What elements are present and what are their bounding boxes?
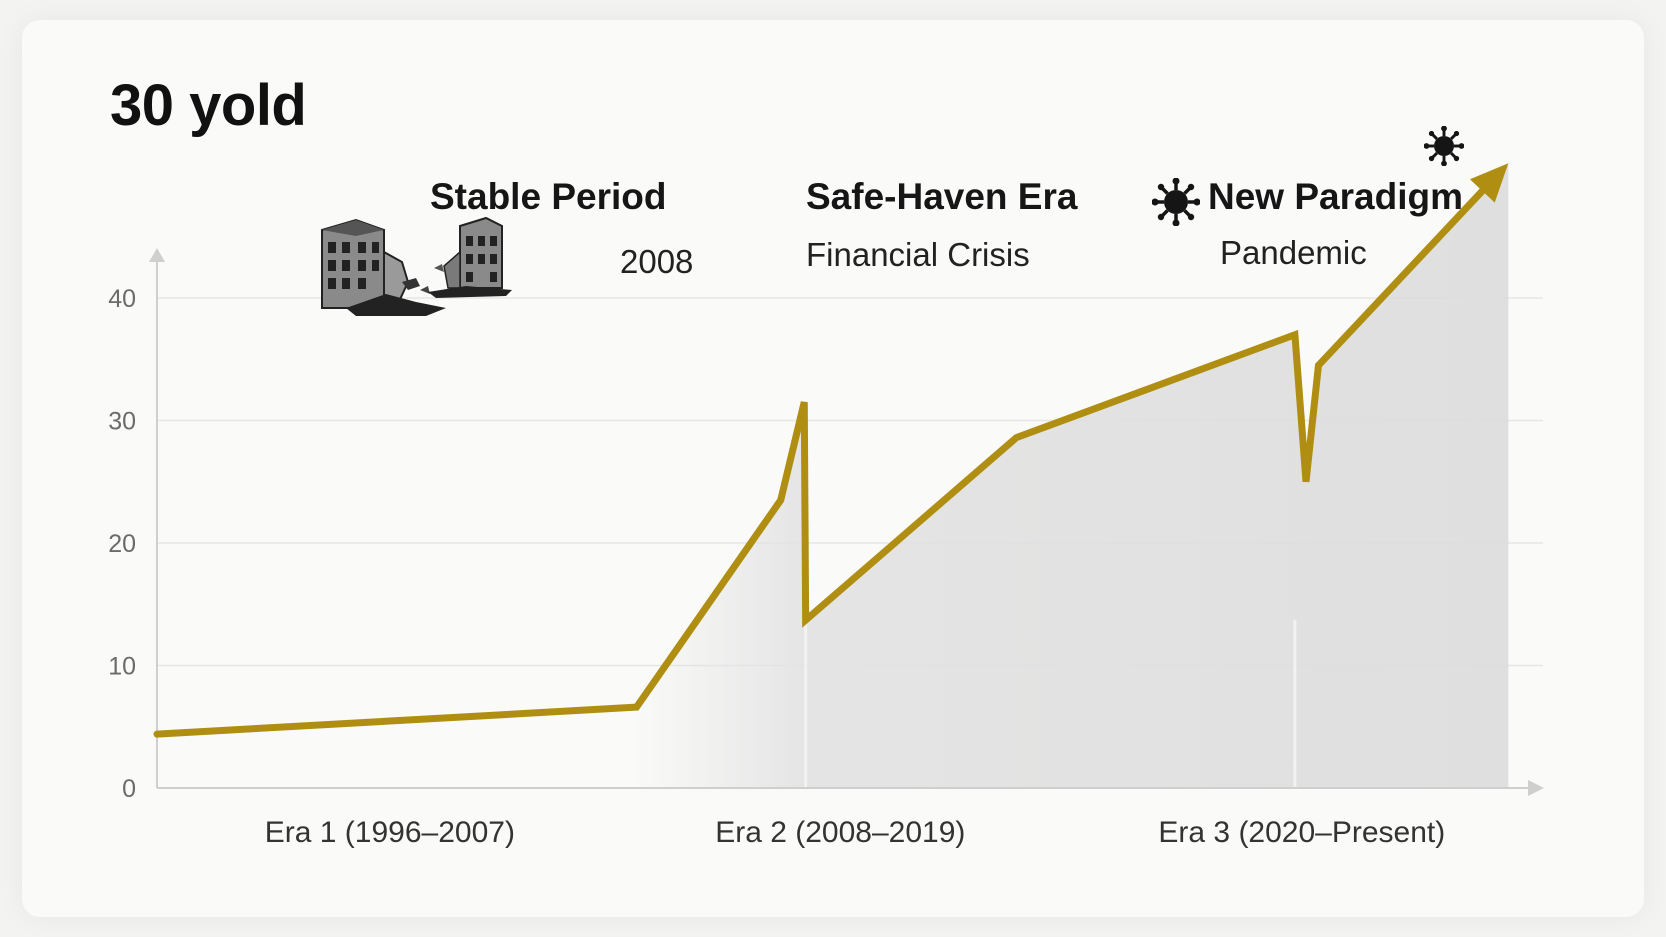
annotation-safe-haven-era: Safe-Haven Era [806,176,1078,217]
y-tick-labels: 0 10 20 30 40 [108,285,136,803]
x-category-label: Era 2 (2008–2019) [715,816,965,849]
annotation-stable-period-sub: 2008 [620,243,694,280]
series-arrowhead [1469,163,1509,203]
x-category-label: Era 3 (2020–Present) [1158,816,1445,849]
area-fill [157,163,1509,788]
y-tick-label: 30 [108,408,136,436]
x-category-labels: Era 1 (1996–2007) Era 2 (2008–2019) Era 3 … [265,816,1446,849]
y-tick-label: 0 [122,775,136,803]
series-line [153,163,1509,738]
collapsing-buildings-icon [321,216,512,316]
y-axis-arrow [149,248,165,262]
page-title: 30 yold [110,73,307,138]
x-axis-arrow [1528,780,1544,796]
axes [149,248,1544,796]
annotation-new-paradigm: New Paradigm [1208,176,1463,217]
x-category-label: Era 1 (1996–2007) [265,816,515,849]
annotation-safe-haven-era-sub: Financial Crisis [806,236,1030,273]
y-tick-label: 10 [108,653,136,681]
y-tick-label: 20 [108,530,136,558]
annotation-new-paradigm-sub: Pandemic [1220,234,1367,271]
area-fill-path [157,163,1509,788]
virus-icon [1152,178,1200,226]
y-tick-label: 40 [108,285,136,313]
series-line-path [153,178,1495,738]
annotation-stable-period: Stable Period [430,176,667,217]
virus-icon [1424,126,1464,166]
